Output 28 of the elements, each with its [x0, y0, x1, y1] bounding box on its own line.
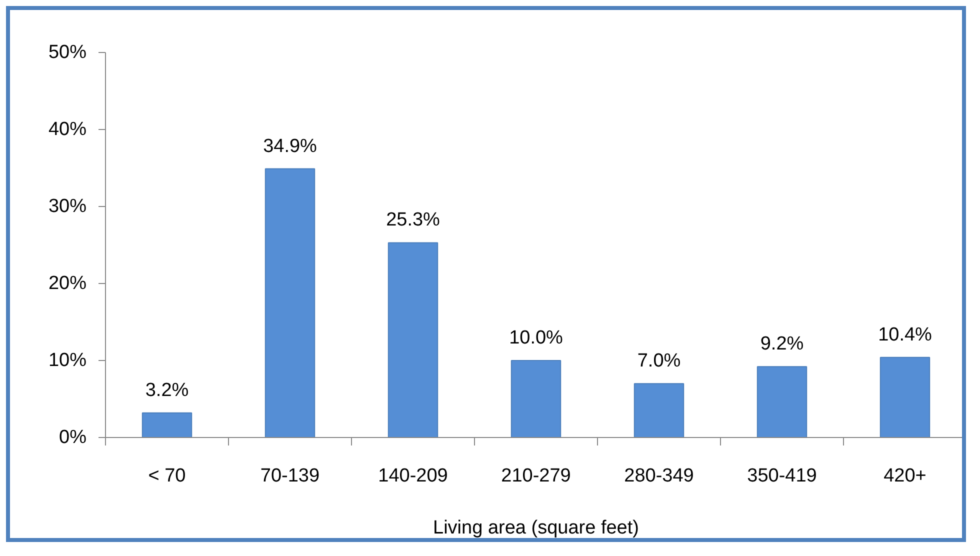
- y-tick-label: 10%: [48, 350, 87, 371]
- x-tick-label: < 70: [148, 466, 186, 486]
- data-label: 7.0%: [637, 350, 681, 372]
- y-tick-label: 0%: [59, 427, 87, 448]
- data-label: 9.2%: [760, 334, 804, 355]
- x-tick-label: 140-209: [378, 466, 448, 486]
- x-tick-label: 210-279: [501, 466, 571, 486]
- bar: [388, 242, 438, 438]
- bar: [756, 366, 808, 438]
- y-tick-label: 40%: [48, 119, 87, 140]
- y-tick-label: 20%: [48, 273, 87, 294]
- x-axis-title: Living area (square feet): [433, 518, 639, 538]
- data-label: 10.4%: [878, 324, 932, 346]
- data-label: 3.2%: [145, 380, 189, 401]
- x-tick-label: 280-349: [624, 466, 694, 486]
- bar: [264, 168, 316, 438]
- y-tick-label: 50%: [48, 42, 87, 63]
- bar: [880, 356, 930, 438]
- x-tick-label: 70-139: [260, 466, 320, 486]
- x-tick-label: 420+: [884, 466, 926, 486]
- y-tick-label: 30%: [48, 196, 87, 217]
- data-label: 34.9%: [263, 136, 318, 157]
- x-tick-label: 350-419: [747, 466, 817, 486]
- bar: [634, 383, 684, 438]
- bar: [510, 360, 562, 438]
- data-label: 25.3%: [386, 210, 440, 231]
- data-label: 10.0%: [509, 328, 564, 348]
- bar: [142, 412, 192, 438]
